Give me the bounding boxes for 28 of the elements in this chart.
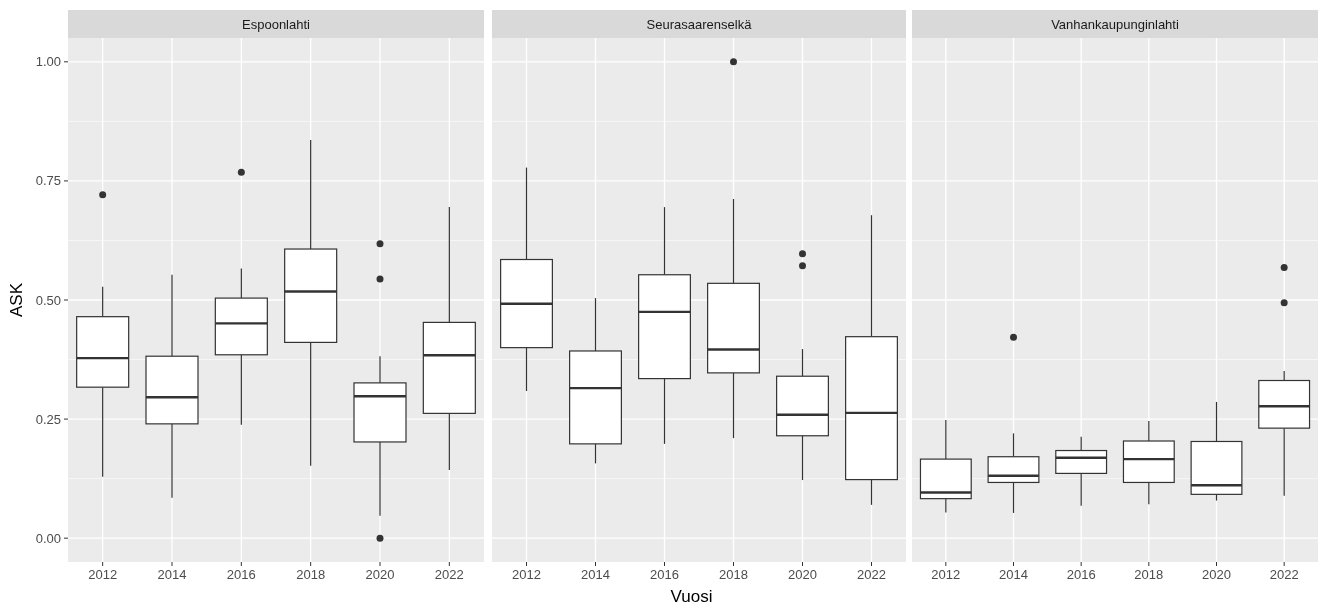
y-axis-title: ASK (7, 282, 26, 318)
x-axis-title: Vuosi (670, 587, 713, 606)
x-tick-label: 2016 (1066, 567, 1096, 582)
x-tick-label: 2020 (365, 567, 395, 582)
x-tick-label: 2014 (999, 567, 1028, 582)
x-tick-label: 2012 (88, 567, 118, 582)
chart-title: Seurasaarenselkä (646, 16, 753, 32)
x-tick-label: 2014 (157, 567, 187, 582)
x-tick-label: 2012 (512, 567, 541, 582)
y-tick-label: 0.25 (35, 411, 61, 427)
y-tick-label: 1.00 (35, 54, 61, 70)
x-tick-label: 2020 (788, 567, 817, 582)
x-tick-label: 2022 (434, 567, 464, 582)
chart-title: Espoonlahti (242, 16, 311, 32)
y-tick-label: 0.75 (35, 173, 61, 189)
x-tick-label: 2016 (650, 567, 679, 582)
y-tick-label: 0.50 (35, 292, 61, 308)
x-tick-label: 2012 (931, 567, 961, 582)
x-tick-label: 2016 (226, 567, 256, 582)
x-tick-label: 2022 (857, 567, 886, 582)
x-tick-label: 2022 (1269, 567, 1299, 582)
x-tick-label: 2014 (581, 567, 610, 582)
y-tick-label: 0.00 (35, 530, 61, 546)
x-tick-label: 2018 (719, 567, 748, 582)
chart-title: Vanhankaupunginlahti (1051, 16, 1179, 32)
x-tick-label: 2020 (1202, 567, 1231, 582)
x-tick-label: 2018 (1134, 567, 1164, 582)
x-tick-label: 2018 (296, 567, 326, 582)
